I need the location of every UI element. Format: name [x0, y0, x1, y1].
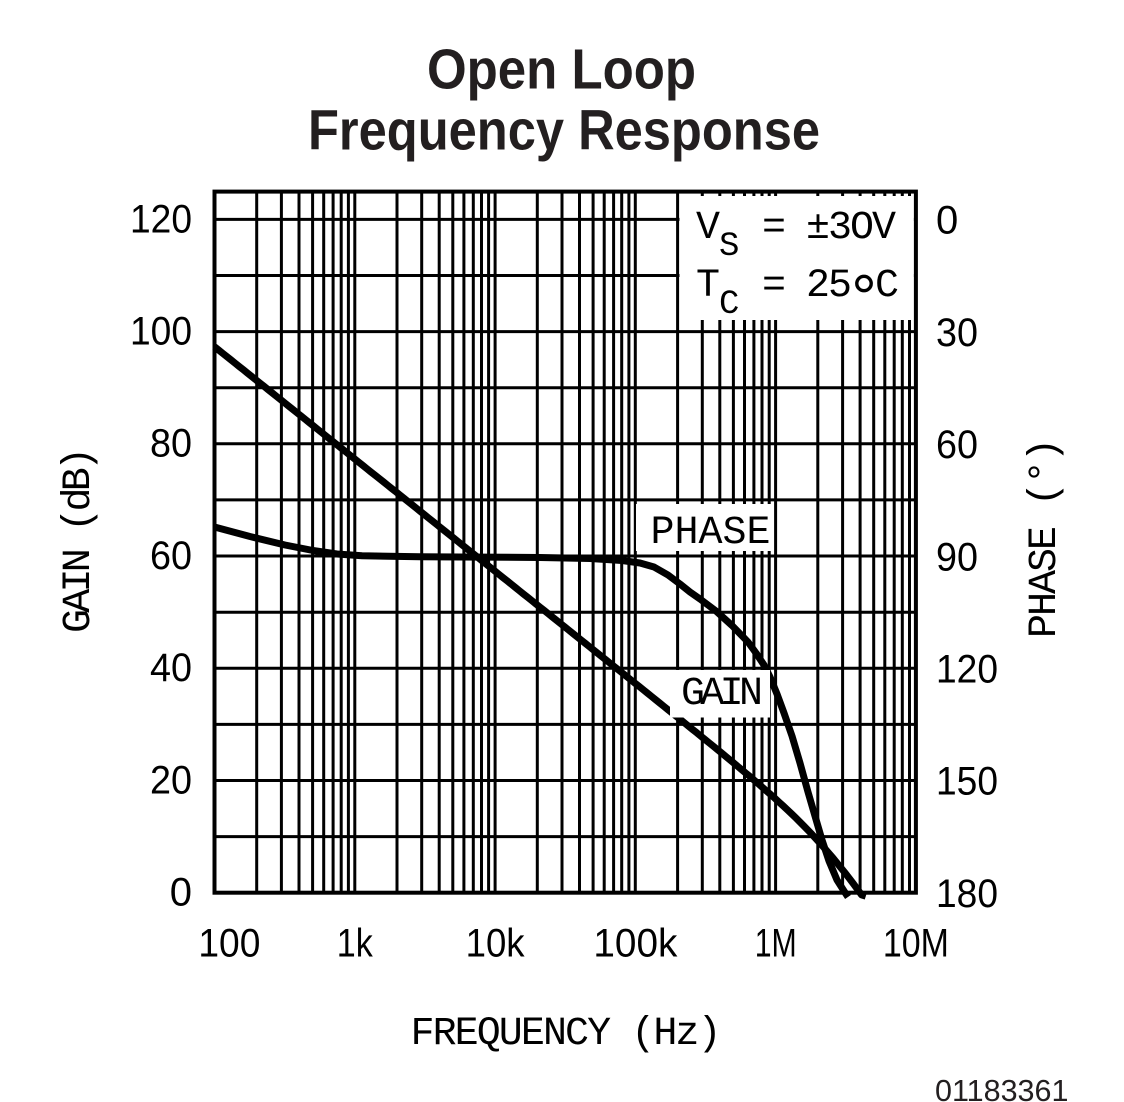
svg-text:Open Loop: Open Loop: [427, 38, 696, 102]
svg-text:1k: 1k: [337, 922, 374, 966]
svg-text:60: 60: [936, 423, 978, 467]
svg-text:20: 20: [150, 758, 192, 802]
svg-text:100k: 100k: [593, 922, 678, 966]
svg-text:60: 60: [150, 534, 192, 578]
svg-text:GAIN: GAIN: [681, 672, 763, 717]
svg-text:C: C: [875, 264, 899, 309]
svg-text:PHASE (°): PHASE (°): [1023, 438, 1068, 638]
svg-text:PHASE: PHASE: [650, 511, 770, 556]
svg-text:100: 100: [130, 310, 192, 354]
svg-text:0: 0: [170, 871, 192, 915]
svg-text:100: 100: [198, 922, 260, 966]
svg-text:40: 40: [150, 646, 192, 690]
svg-text:120: 120: [130, 197, 192, 241]
svg-text:S: S: [719, 228, 739, 266]
svg-text:V: V: [696, 206, 720, 251]
svg-text:90: 90: [936, 535, 978, 579]
svg-text:25: 25: [806, 264, 850, 309]
svg-text:180: 180: [936, 872, 998, 916]
svg-text:GAIN (dB): GAIN (dB): [57, 447, 102, 633]
svg-text:FREQUENCY (Hz): FREQUENCY (Hz): [411, 1012, 722, 1057]
svg-text:120: 120: [936, 648, 998, 692]
svg-text:1M: 1M: [755, 922, 797, 966]
svg-text:T: T: [696, 264, 720, 309]
svg-text:80: 80: [150, 422, 192, 466]
svg-text:10k: 10k: [466, 922, 526, 966]
svg-text:10M: 10M: [883, 922, 949, 966]
svg-text:30: 30: [936, 311, 978, 355]
svg-text:C: C: [719, 286, 739, 324]
svg-text:150: 150: [936, 760, 998, 804]
svg-text:0: 0: [936, 199, 958, 243]
svg-text:=: =: [762, 264, 786, 309]
svg-text:Frequency Response: Frequency Response: [308, 98, 820, 162]
svg-text:01183361: 01183361: [935, 1074, 1068, 1102]
svg-text:=: =: [762, 206, 786, 251]
svg-text:±3OV: ±3OV: [806, 206, 896, 251]
